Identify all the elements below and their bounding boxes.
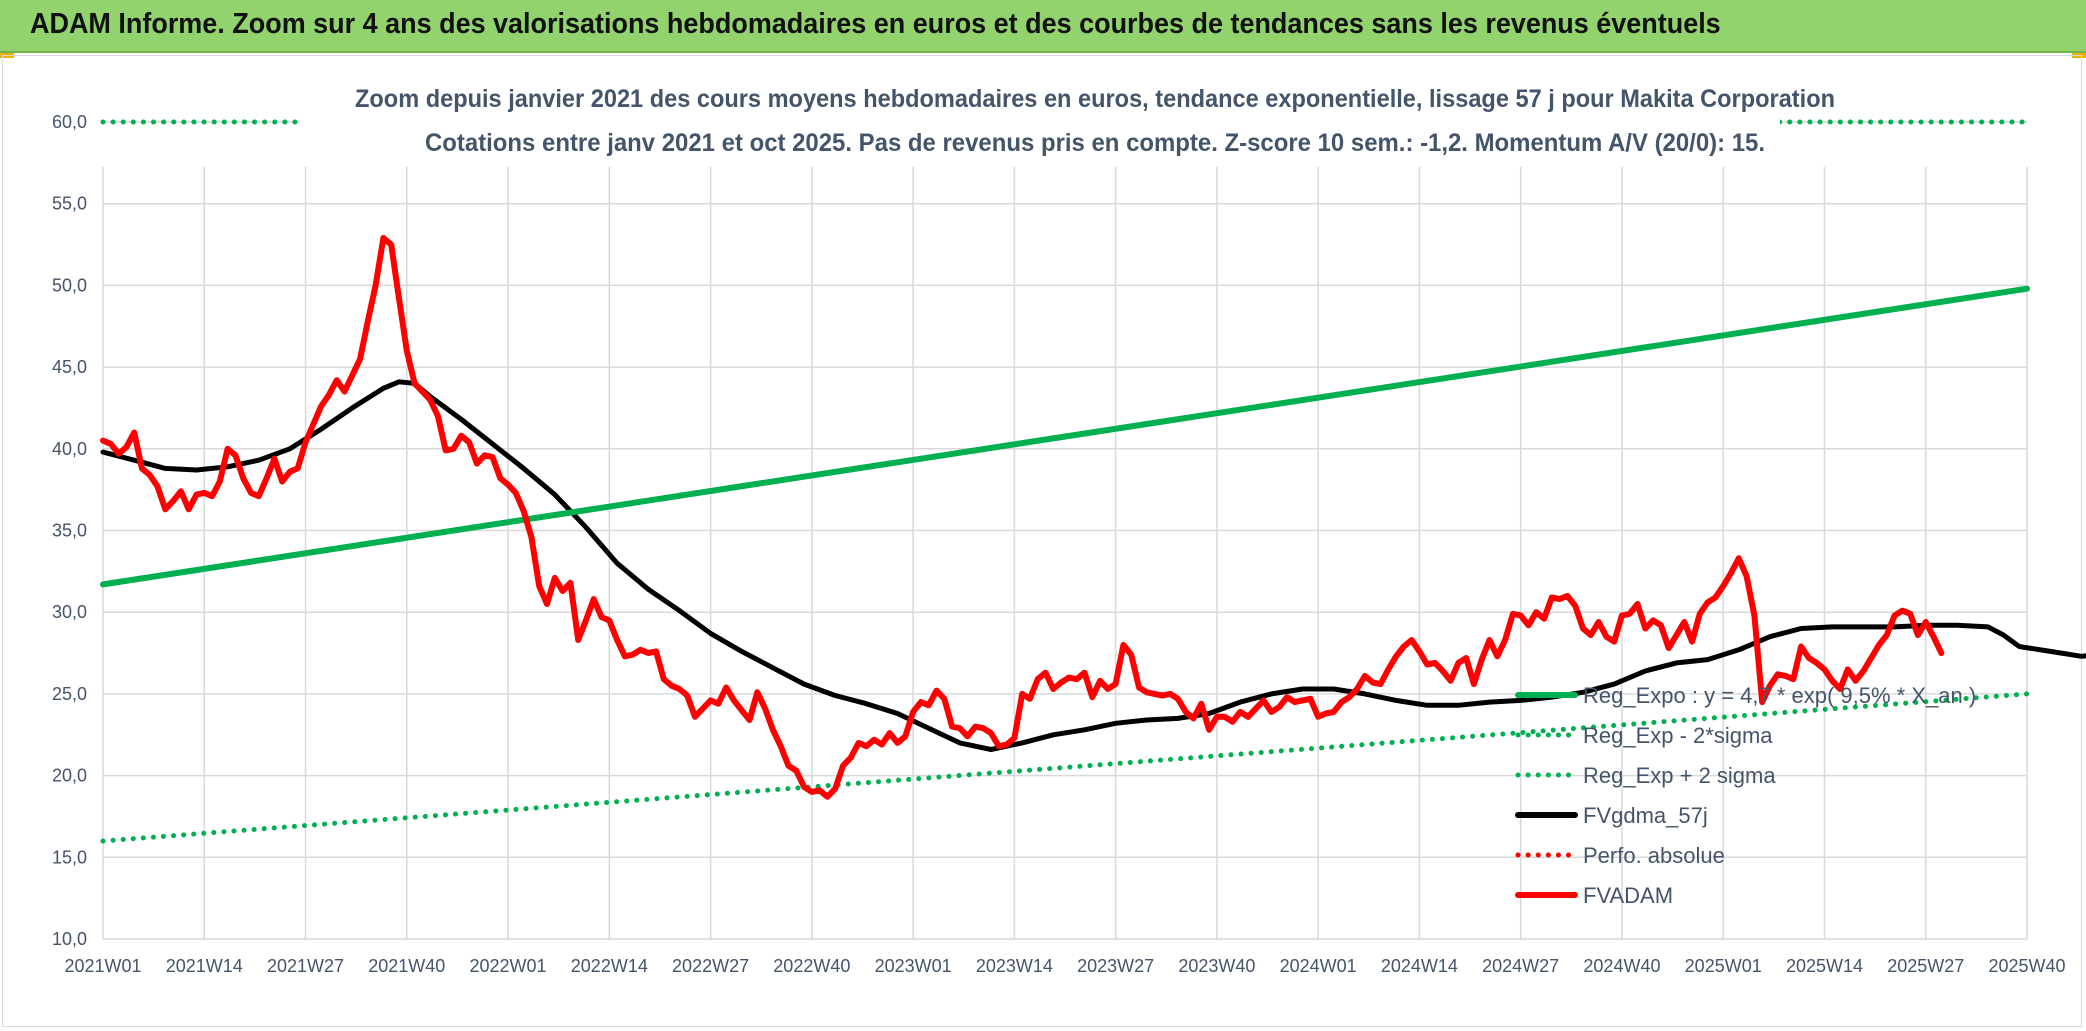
grid (102, 121, 2028, 940)
y-tick-label: 25,0 (52, 684, 87, 704)
legend-label: Reg_Exp - 2*sigma (1583, 723, 1773, 748)
legend-label: FVgdma_57j (1583, 803, 1708, 828)
chart-subtitle: Cotations entre janv 2021 et oct 2025. P… (425, 129, 1765, 157)
x-tick-label: 2024W14 (1381, 956, 1458, 976)
x-tick-label: 2021W14 (166, 956, 243, 976)
y-tick-label: 50,0 (52, 275, 87, 295)
y-tick-label: 30,0 (52, 602, 87, 622)
x-tick-label: 2025W27 (1887, 956, 1964, 976)
x-tick-label: 2023W01 (875, 956, 952, 976)
x-tick-label: 2021W27 (267, 956, 344, 976)
legend-label: Perfo. absolue (1583, 843, 1725, 868)
series-fvadam-line (100, 235, 1945, 800)
x-tick-label: 2022W40 (773, 956, 850, 976)
series-layer (100, 119, 2086, 844)
x-tick-label: 2021W01 (64, 956, 141, 976)
x-tick-label: 2022W27 (672, 956, 749, 976)
legend: Reg_Expo : y = 4,7 * exp( 9,5% * X_an ) R… (1515, 683, 1976, 908)
x-tick-label: 2025W40 (1988, 956, 2065, 976)
x-tick-label: 2023W40 (1178, 956, 1255, 976)
legend-label: FVADAM (1583, 883, 1673, 908)
axis-labels: 10,0 15,0 20,0 25,0 30,0 35,0 40,0 45,0 50,0 55,0… (52, 112, 2066, 976)
x-tick-label: 2025W14 (1786, 956, 1863, 976)
series-reg-exp-minus-2sigma-line (100, 691, 2030, 844)
x-tick-label: 2022W01 (470, 956, 547, 976)
y-tick-label: 20,0 (52, 766, 87, 786)
report-title: ADAM Informe. Zoom sur 4 ans des valoris… (30, 8, 1721, 40)
y-tick-label: 35,0 (52, 521, 87, 541)
x-tick-label: 2021W40 (368, 956, 445, 976)
title-background (300, 80, 1780, 166)
x-tick-label: 2024W40 (1583, 956, 1660, 976)
series-reg-expo-line (100, 285, 2030, 588)
x-tick-label: 2025W01 (1685, 956, 1762, 976)
report-banner: ADAM Informe. Zoom sur 4 ans des valoris… (0, 0, 2086, 53)
x-tick-label: 2023W27 (1077, 956, 1154, 976)
y-tick-label: 55,0 (52, 194, 87, 214)
y-tick-label: 40,0 (52, 439, 87, 459)
x-tick-label: 2024W27 (1482, 956, 1559, 976)
y-tick-label: 60,0 (52, 112, 87, 132)
x-tick-label: 2024W01 (1280, 956, 1357, 976)
y-tick-label: 10,0 (52, 929, 87, 949)
legend-label: Reg_Exp + 2 sigma (1583, 763, 1776, 788)
x-tick-label: 2023W14 (976, 956, 1053, 976)
chart-title: Zoom depuis janvier 2021 des cours moyen… (355, 85, 1835, 113)
x-tick-label: 2022W14 (571, 956, 648, 976)
chart-frame (2, 55, 2082, 1027)
y-tick-label: 15,0 (52, 847, 87, 867)
y-tick-label: 45,0 (52, 357, 87, 377)
legend-label: Reg_Expo : y = 4,7 * exp( 9,5% * X_an ) (1583, 683, 1976, 708)
